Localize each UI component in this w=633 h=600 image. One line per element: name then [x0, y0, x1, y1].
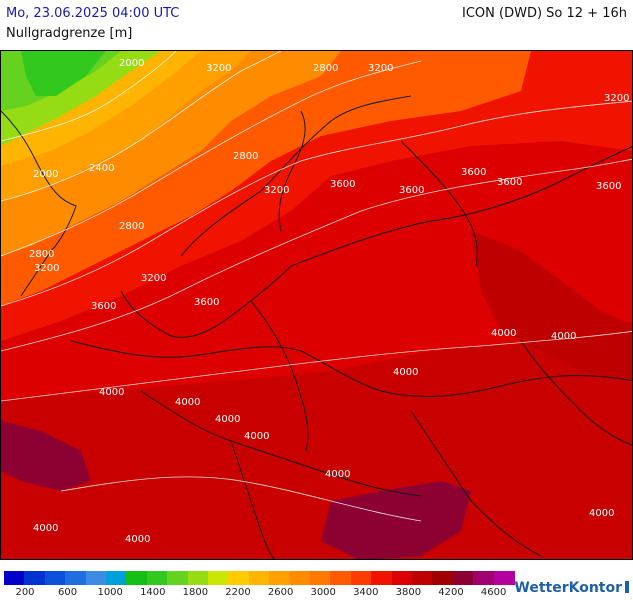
legend-color-swatch	[473, 571, 495, 585]
contour-label: 3200	[368, 63, 394, 74]
coastline-borders	[1, 95, 632, 559]
field-4400-south	[321, 481, 471, 559]
contour-label: 3600	[461, 167, 487, 178]
field-1600	[21, 51, 106, 96]
contour-label: 3600	[330, 179, 356, 190]
brand-mark-icon	[625, 581, 629, 593]
legend-tick-label: 3400	[353, 587, 379, 598]
legend-color-swatch	[371, 571, 393, 585]
contour-label: 2400	[89, 163, 115, 174]
legend-color-swatch	[493, 571, 515, 585]
contour-label: 4000	[589, 508, 615, 519]
contour-label: 3600	[497, 177, 523, 188]
contour-label: 4000	[33, 523, 59, 534]
legend-color-swatch	[452, 571, 474, 585]
contour-isolines	[1, 51, 632, 522]
contour-label: 3200	[34, 263, 60, 274]
contour-label: 4000	[175, 397, 201, 408]
contour-label: 4000	[325, 469, 351, 480]
legend-tick-label: 3000	[310, 587, 336, 598]
contour-label: 3600	[91, 301, 117, 312]
legend-tick-label: 2600	[267, 587, 294, 598]
parameter-label: Nullgradgrenze [m]	[6, 26, 133, 41]
legend-tick-label: 2200	[225, 587, 251, 598]
legend-tick-label: 1400	[140, 587, 166, 598]
legend-tick-label: 1000	[97, 587, 123, 598]
contour-label: 4000	[99, 387, 125, 398]
legend-color-swatch	[208, 571, 229, 585]
contour-label: 3200	[141, 273, 167, 284]
legend-tick-label: 3800	[395, 587, 422, 598]
legend-color-swatch	[4, 571, 25, 585]
brand-logo: WetterKontor	[514, 580, 629, 596]
contour-label: 4000	[215, 414, 241, 425]
legend-tick-label: 200	[15, 587, 35, 598]
legend-color-swatch	[187, 571, 209, 585]
legend-tick-label: 600	[58, 587, 78, 598]
contour-label: 3200	[264, 185, 290, 196]
legend-tick-label: 1800	[182, 587, 209, 598]
contour-label: 4000	[125, 534, 151, 545]
legend-tick-label: 4200	[438, 587, 464, 598]
contour-label: 3600	[399, 185, 425, 196]
model-run-label: ICON (DWD) So 12 + 16h	[462, 6, 627, 21]
legend-color-swatch	[228, 571, 250, 585]
legend-color-swatch	[289, 571, 311, 585]
legend-color-swatch	[432, 571, 454, 585]
contour-label: 4000	[393, 367, 419, 378]
contour-label: 4000	[551, 331, 577, 342]
field-4000-east	[471, 231, 632, 381]
field-4400-west	[1, 421, 91, 491]
contour-label: 4000	[491, 328, 517, 339]
contour-label: 3600	[194, 297, 220, 308]
legend-color-swatch	[65, 571, 87, 585]
contour-label: 2000	[33, 169, 59, 180]
map-canvas	[1, 51, 632, 559]
contour-label: 3200	[206, 63, 232, 74]
forecast-map: 2000 3200 2800 3200 3200 2400 2800 2000 3600 3200…	[0, 50, 633, 560]
legend-color-swatch	[44, 571, 66, 585]
legend-color-swatch	[310, 571, 331, 585]
legend-tick-label: 4600	[480, 587, 507, 598]
legend-color-swatch	[248, 571, 270, 585]
legend-color-swatch	[167, 571, 189, 585]
contour-label: 2800	[119, 221, 145, 232]
brand-name: WetterKontor	[514, 580, 622, 596]
contour-label: 3200	[604, 93, 630, 104]
contour-label: 3600	[596, 181, 622, 192]
contour-label: 2800	[233, 151, 259, 162]
legend-color-swatch	[350, 571, 372, 585]
legend-color-swatch	[146, 571, 168, 585]
legend-color-swatch	[126, 571, 148, 585]
legend-color-swatch	[24, 571, 46, 585]
contour-label: 4000	[244, 431, 270, 442]
legend-color-swatch	[85, 571, 107, 585]
contour-label: 2800	[29, 249, 55, 260]
contour-label: 2800	[313, 63, 339, 74]
legend-color-swatch	[330, 571, 352, 585]
run-date-label: Mo, 23.06.2025 04:00 UTC	[6, 6, 180, 21]
legend-color-swatch	[391, 571, 413, 585]
legend-color-swatch	[106, 571, 127, 585]
legend-color-swatch	[269, 571, 291, 585]
contour-label: 2000	[119, 58, 145, 69]
legend-color-swatch	[412, 571, 433, 585]
